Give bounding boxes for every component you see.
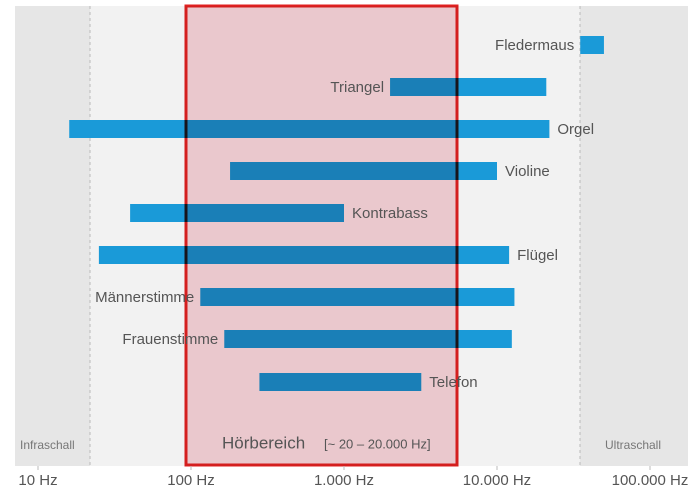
- x-tick-label: 100 Hz: [167, 472, 215, 489]
- ultra-region: [580, 6, 688, 466]
- bar-label: Violine: [505, 163, 550, 180]
- x-tick-label: 100.000 Hz: [612, 472, 689, 489]
- ultra-label: Ultraschall: [605, 438, 661, 452]
- x-tick-label: 10 Hz: [18, 472, 57, 489]
- range-label: Hörbereich: [222, 433, 305, 452]
- range-note: [~ 20 – 20.000 Hz]: [324, 436, 431, 451]
- infra-region: [15, 6, 90, 466]
- bar-label: Frauenstimme: [122, 331, 218, 348]
- bar-label: Orgel: [557, 121, 594, 138]
- bar-label: Kontrabass: [352, 205, 428, 222]
- bar-label: Männerstimme: [95, 289, 194, 306]
- bar-label: Telefon: [429, 374, 477, 391]
- bar-label: Triangel: [330, 79, 384, 96]
- bar-label: Fledermaus: [495, 37, 574, 54]
- infra-label: Infraschall: [20, 438, 75, 452]
- hearing-range-box: [184, 4, 459, 467]
- x-tick-label: 1.000 Hz: [314, 472, 374, 489]
- x-tick-label: 10.000 Hz: [463, 472, 531, 489]
- bar: [580, 36, 604, 54]
- bar-label: Flügel: [517, 247, 558, 264]
